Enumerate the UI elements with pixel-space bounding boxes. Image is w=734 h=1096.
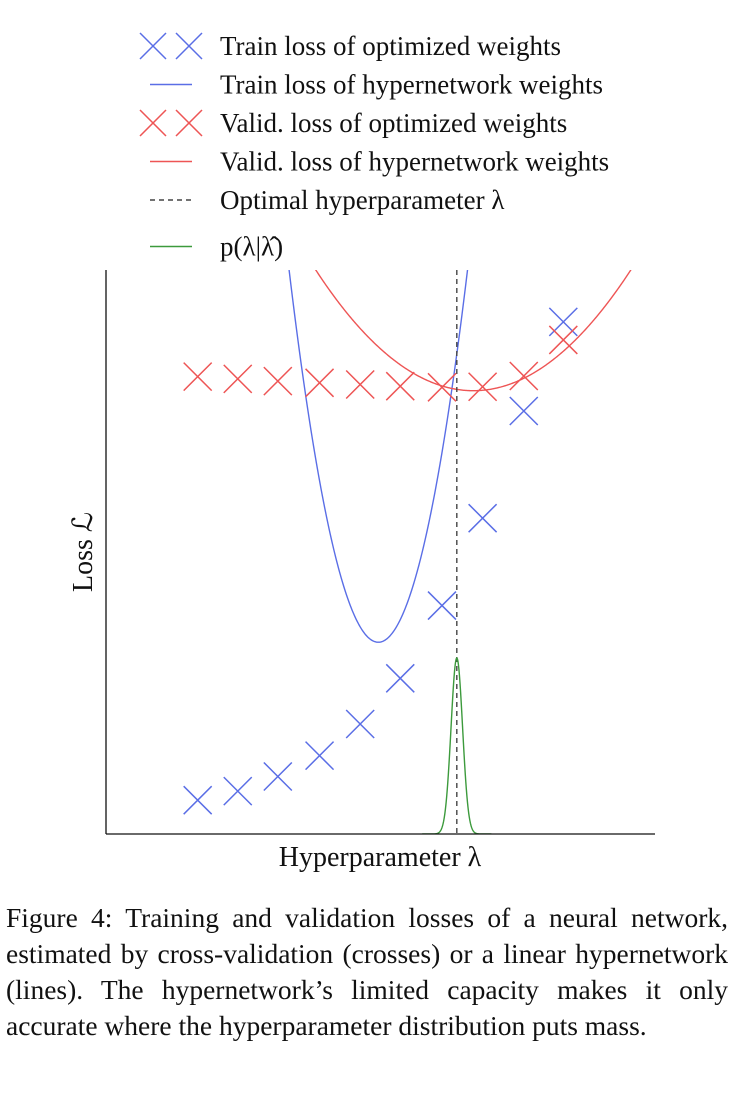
- legend-entry-2: Valid. loss of optimized weights: [139, 108, 567, 138]
- data-point-s2-1: [223, 364, 253, 394]
- data-point-s2-0: [183, 362, 213, 392]
- legend-label-0: Train loss of optimized weights: [220, 31, 561, 61]
- x-axis-label: Hyperparameter λ: [279, 842, 482, 873]
- figure-caption: Figure 4: Training and validation losses…: [6, 902, 728, 1041]
- y-axis-label: Loss ℒ: [68, 512, 99, 592]
- series-line-3: [314, 270, 632, 392]
- plot-area: Hyperparameter λ Loss ℒ: [68, 270, 655, 873]
- legend-entry-5: p(λ|λ̂): [150, 232, 283, 262]
- legend-entry-1: Train loss of hypernetwork weights: [150, 70, 603, 100]
- figure: Train loss of optimized weights Train los…: [68, 31, 655, 873]
- data-point-s0-4: [345, 709, 375, 739]
- data-point-s0-8: [509, 396, 539, 426]
- data-point-s2-9: [548, 325, 578, 355]
- data-point-s2-3: [305, 368, 335, 398]
- data-point-s2-5: [385, 371, 415, 401]
- legend-label-3: Valid. loss of hypernetwork weights: [220, 147, 609, 177]
- data-point-s2-2: [263, 366, 293, 396]
- legend-swatch-2: [139, 109, 203, 137]
- data-point-s0-3: [305, 741, 335, 771]
- data-point-s0-5: [385, 663, 415, 693]
- legend: Train loss of optimized weights Train los…: [139, 31, 609, 262]
- data-point-s2-8: [509, 361, 539, 391]
- data-point-s0-6: [427, 591, 457, 621]
- legend-entry-3: Valid. loss of hypernetwork weights: [150, 147, 609, 177]
- data-point-s2-4: [345, 369, 375, 400]
- legend-entry-4: Optimal hyperparameter λ: [150, 185, 504, 215]
- data-point-s0-7: [468, 503, 498, 533]
- legend-entry-0: Train loss of optimized weights: [139, 31, 561, 61]
- data-point-s2-6: [427, 372, 457, 402]
- legend-label-2: Valid. loss of optimized weights: [220, 108, 567, 138]
- legend-label-1: Train loss of hypernetwork weights: [220, 70, 603, 100]
- legend-label-5: p(λ|λ̂): [220, 232, 283, 262]
- series-line-1: [288, 270, 469, 643]
- legend-swatch-0: [139, 32, 203, 60]
- data-point-s0-0: [183, 785, 213, 815]
- legend-label-4: Optimal hyperparameter λ: [220, 185, 504, 215]
- data-point-s0-2: [263, 761, 293, 792]
- data-point-s0-1: [223, 776, 253, 806]
- data-point-s0-9: [548, 307, 578, 337]
- data-point-s2-7: [468, 372, 498, 402]
